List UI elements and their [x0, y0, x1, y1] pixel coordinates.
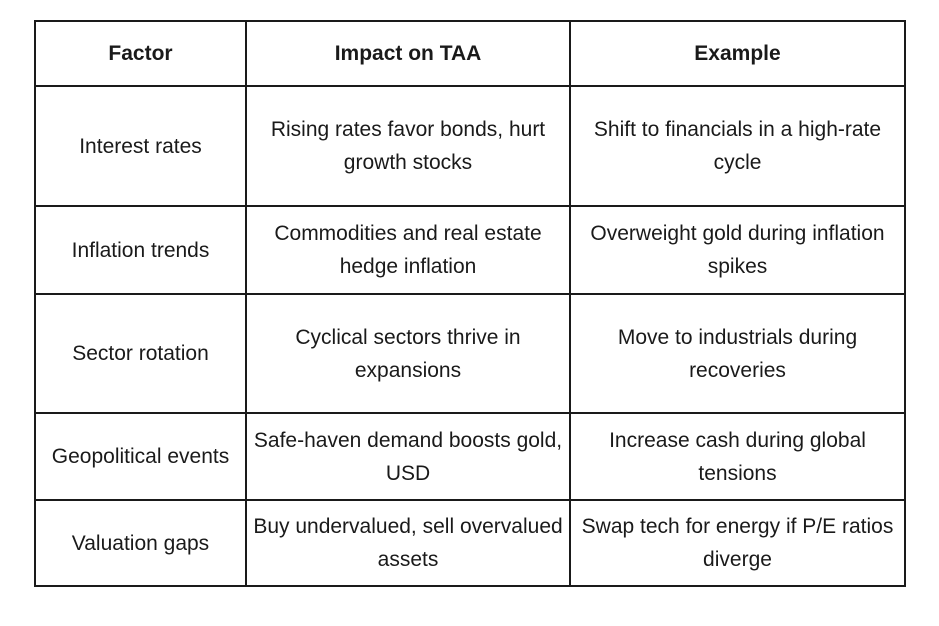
header-factor: Factor — [34, 20, 247, 87]
table-row: Inflation trends Commodities and real es… — [34, 205, 906, 295]
cell-factor: Geopolitical events — [34, 412, 247, 501]
cell-impact: Cyclical sectors thrive in expansions — [245, 293, 571, 414]
factor-table: Factor Impact on TAA Example Interest ra… — [34, 20, 906, 587]
cell-impact: Buy undervalued, sell overvalued assets — [245, 499, 571, 587]
cell-example: Shift to financials in a high-rate cycle — [569, 85, 906, 207]
cell-example: Overweight gold during inflation spikes — [569, 205, 906, 295]
cell-factor: Sector rotation — [34, 293, 247, 414]
header-impact: Impact on TAA — [245, 20, 571, 87]
cell-factor: Inflation trends — [34, 205, 247, 295]
table-row: Geopolitical events Safe-haven demand bo… — [34, 412, 906, 501]
cell-impact: Rising rates favor bonds, hurt growth st… — [245, 85, 571, 207]
cell-example: Move to industrials during recoveries — [569, 293, 906, 414]
header-example: Example — [569, 20, 906, 87]
header-row: Factor Impact on TAA Example — [34, 20, 906, 87]
cell-impact: Safe-haven demand boosts gold, USD — [245, 412, 571, 501]
cell-factor: Interest rates — [34, 85, 247, 207]
cell-example: Swap tech for energy if P/E ratios diver… — [569, 499, 906, 587]
cell-factor: Valuation gaps — [34, 499, 247, 587]
cell-impact: Commodities and real estate hedge inflat… — [245, 205, 571, 295]
table-row: Interest rates Rising rates favor bonds,… — [34, 85, 906, 207]
table-row: Valuation gaps Buy undervalued, sell ove… — [34, 499, 906, 587]
cell-example: Increase cash during global tensions — [569, 412, 906, 501]
table-row: Sector rotation Cyclical sectors thrive … — [34, 293, 906, 414]
